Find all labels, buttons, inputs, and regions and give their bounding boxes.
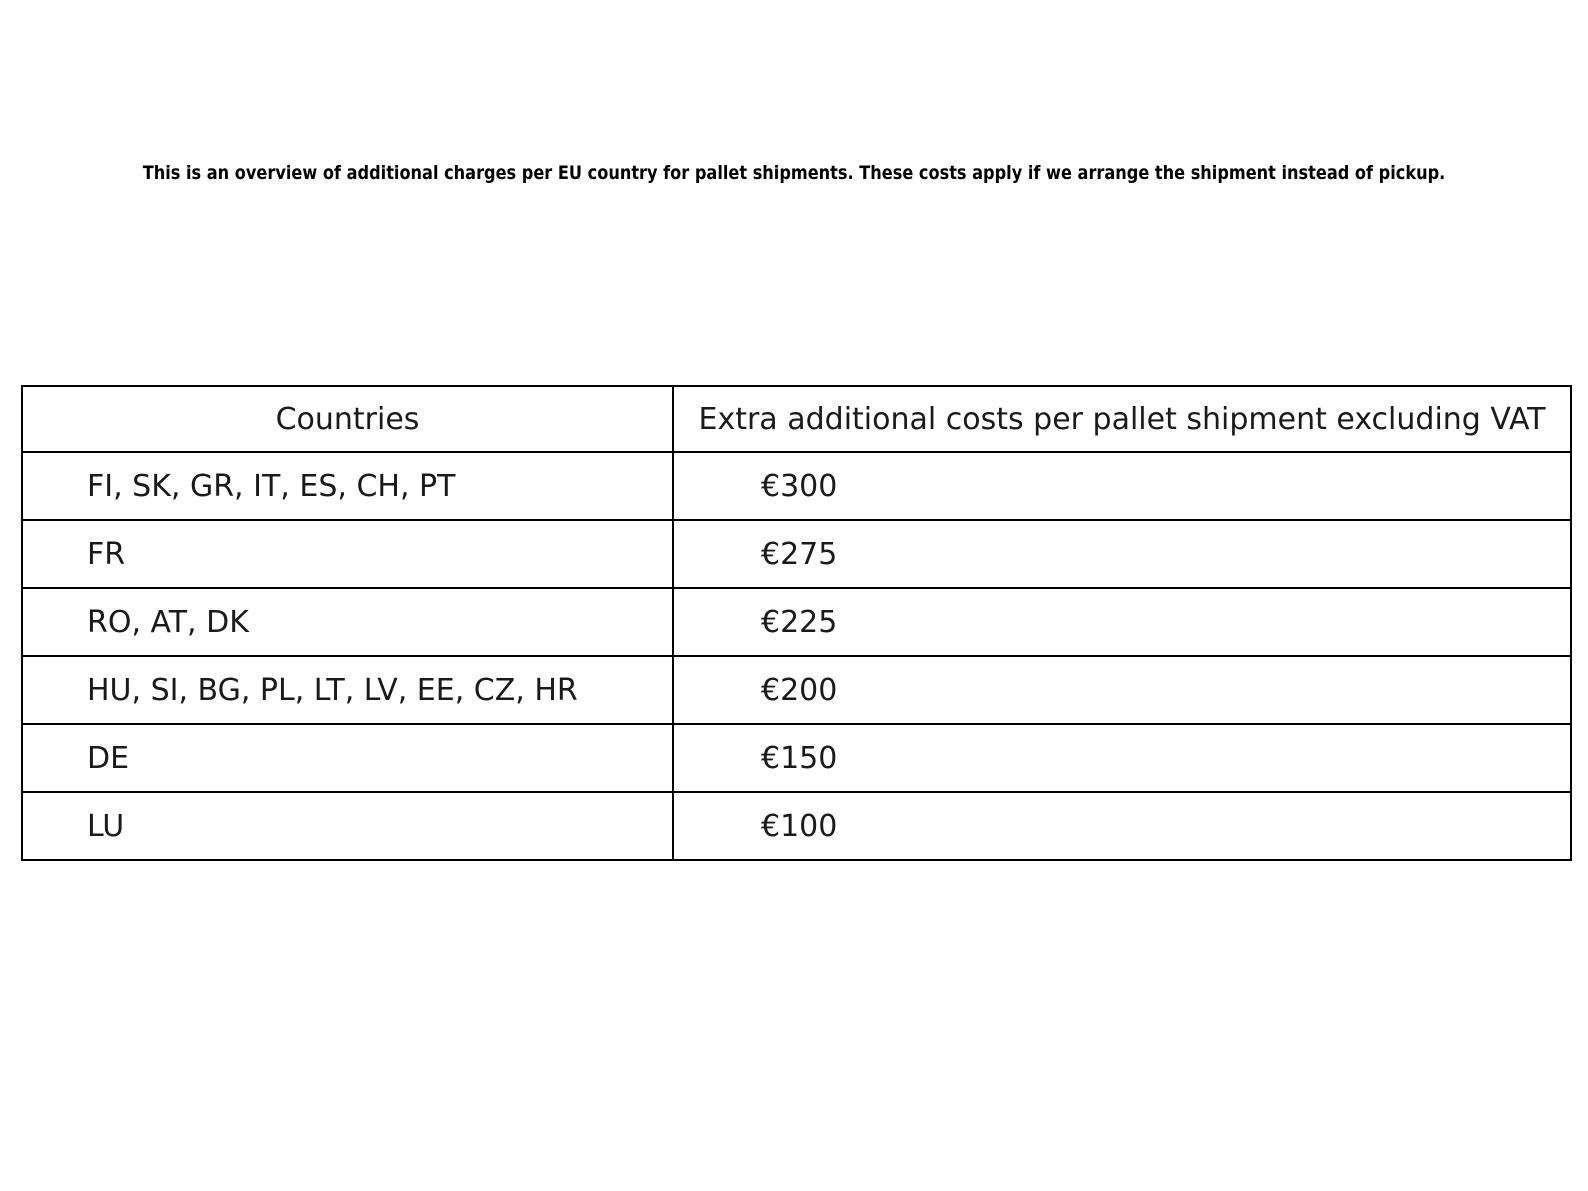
cost-cell: €225 [672,587,1572,657]
countries-cell: FR [21,519,674,589]
countries-cell: HU, SI, BG, PL, LT, LV, EE, CZ, HR [21,655,674,725]
table-row: FI, SK, GR, IT, ES, CH, PT €300 [21,451,1572,521]
table-row: HU, SI, BG, PL, LT, LV, EE, CZ, HR €200 [21,655,1572,725]
column-header-costs: Extra additional costs per pallet shipme… [672,385,1572,453]
charges-table: Countries Extra additional costs per pal… [21,385,1572,861]
cost-cell: €300 [672,451,1572,521]
countries-cell: DE [21,723,674,793]
countries-cell: LU [21,791,674,861]
table-row: FR €275 [21,519,1572,589]
cost-cell: €100 [672,791,1572,861]
cost-cell: €275 [672,519,1572,589]
cost-cell: €150 [672,723,1572,793]
countries-cell: RO, AT, DK [21,587,674,657]
table-row: LU €100 [21,791,1572,861]
table-row: DE €150 [21,723,1572,793]
header-row: Countries Extra additional costs per pal… [21,385,1572,453]
cost-cell: €200 [672,655,1572,725]
countries-cell: FI, SK, GR, IT, ES, CH, PT [21,451,674,521]
table-row: RO, AT, DK €225 [21,587,1572,657]
page-title: This is an overview of additional charge… [142,162,1446,184]
column-header-countries: Countries [21,385,674,453]
